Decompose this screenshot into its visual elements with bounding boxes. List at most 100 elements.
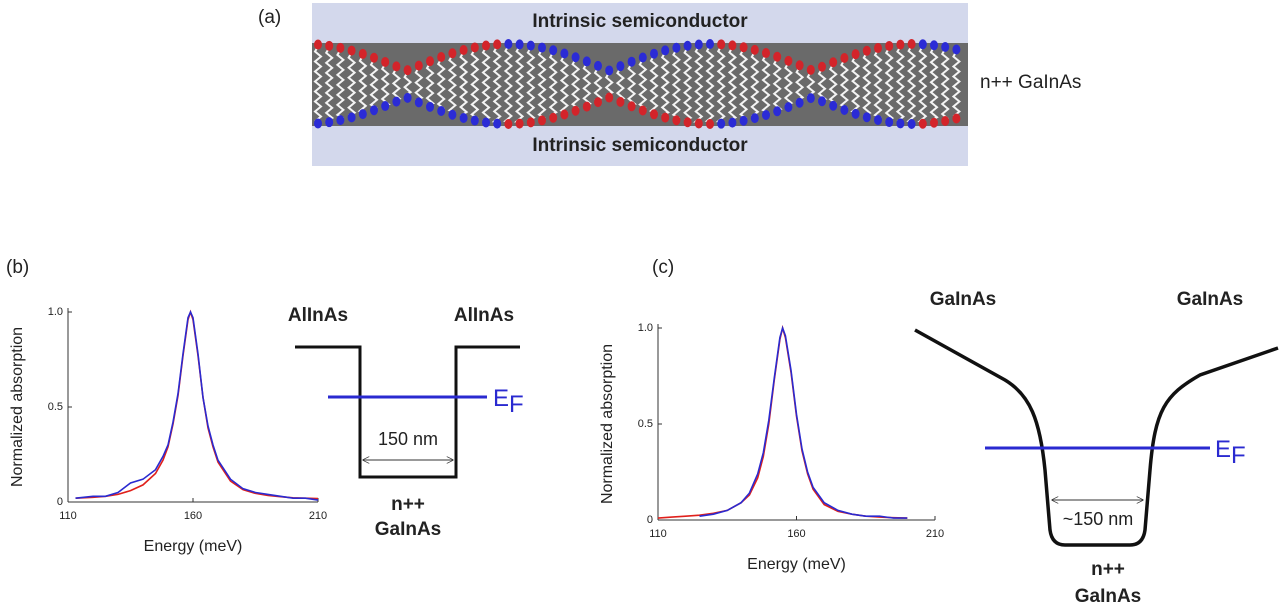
panel-label: (a) bbox=[258, 7, 281, 28]
charge bbox=[706, 118, 714, 129]
charge bbox=[773, 106, 782, 117]
charge bbox=[773, 51, 782, 62]
charge bbox=[325, 40, 334, 51]
charge bbox=[930, 40, 938, 51]
charge bbox=[728, 40, 737, 51]
charge-wave bbox=[772, 58, 783, 111]
charge bbox=[358, 109, 367, 120]
charge bbox=[392, 61, 401, 72]
charge bbox=[470, 115, 479, 126]
layer-label: Intrinsic semiconductor bbox=[532, 135, 748, 156]
charge-wave bbox=[795, 66, 805, 102]
charge bbox=[370, 52, 378, 63]
charge bbox=[829, 100, 838, 111]
charge-wave bbox=[537, 49, 547, 120]
charge-wave bbox=[693, 45, 704, 123]
charge bbox=[829, 57, 838, 68]
x-axis-label: Energy (meV) bbox=[747, 556, 846, 573]
charge bbox=[571, 105, 580, 116]
well-label: n++ bbox=[1091, 559, 1125, 580]
fermi-main: E bbox=[1215, 436, 1231, 463]
charge bbox=[840, 53, 849, 64]
charge bbox=[437, 105, 446, 116]
charge-wave bbox=[862, 52, 872, 117]
data-line bbox=[657, 324, 908, 519]
charge-wave bbox=[839, 59, 849, 109]
fermi-label: EF bbox=[493, 385, 524, 418]
charge bbox=[347, 112, 356, 123]
charge-wave bbox=[884, 47, 895, 121]
charge bbox=[414, 97, 423, 108]
charge bbox=[515, 39, 524, 50]
charge-wave bbox=[761, 54, 771, 114]
charge-wave bbox=[727, 46, 738, 122]
charge-wave bbox=[940, 48, 950, 120]
charge-wave bbox=[704, 45, 715, 123]
charge bbox=[862, 112, 871, 123]
charge bbox=[784, 102, 793, 113]
charge bbox=[459, 45, 468, 56]
charge-wave bbox=[526, 47, 536, 122]
charge bbox=[336, 42, 345, 53]
charge bbox=[896, 39, 905, 50]
charge bbox=[370, 105, 378, 116]
charge bbox=[549, 112, 558, 123]
barrier-label: AlInAs bbox=[288, 305, 348, 326]
charge bbox=[616, 96, 625, 107]
charge bbox=[482, 40, 490, 51]
charge bbox=[885, 117, 894, 128]
charge bbox=[325, 117, 334, 128]
y-tick-label: 0.5 bbox=[48, 401, 63, 413]
charge bbox=[750, 44, 759, 55]
charge-wave bbox=[615, 67, 626, 101]
charge bbox=[930, 117, 938, 128]
charge bbox=[482, 117, 490, 128]
charge bbox=[627, 101, 636, 112]
charge bbox=[806, 64, 815, 75]
charge-wave bbox=[671, 49, 681, 120]
charge-wave bbox=[503, 45, 513, 123]
charge bbox=[526, 40, 535, 51]
charge-wave bbox=[738, 48, 749, 120]
charge bbox=[907, 39, 916, 50]
charge bbox=[840, 104, 849, 115]
charge-wave bbox=[582, 62, 593, 106]
x-axis-label: Energy (meV) bbox=[144, 538, 243, 555]
charge bbox=[426, 101, 434, 112]
charge-wave bbox=[447, 54, 457, 114]
charge bbox=[750, 113, 759, 124]
charge bbox=[358, 48, 367, 59]
charge-wave bbox=[850, 55, 861, 113]
charge bbox=[896, 118, 905, 129]
charge-wave bbox=[459, 51, 469, 117]
y-tick-label: 1.0 bbox=[638, 322, 653, 334]
charge bbox=[605, 92, 614, 103]
well-label: GaInAs bbox=[375, 519, 442, 540]
band-edge bbox=[914, 328, 1279, 547]
charge bbox=[661, 112, 670, 123]
charge-wave bbox=[403, 71, 413, 97]
charge bbox=[650, 48, 658, 59]
fermi-label: EF bbox=[1215, 436, 1246, 469]
charge bbox=[426, 56, 434, 67]
charge-wave bbox=[828, 63, 838, 105]
charge bbox=[594, 60, 602, 71]
charge bbox=[918, 118, 927, 129]
charge bbox=[459, 112, 468, 123]
charge bbox=[728, 117, 737, 128]
charge bbox=[818, 61, 826, 72]
barrier-label: AlInAs bbox=[454, 305, 514, 326]
charge bbox=[582, 56, 591, 67]
y-tick-label: 1.0 bbox=[48, 306, 63, 318]
charge-wave bbox=[548, 51, 558, 117]
charge bbox=[605, 65, 614, 76]
charge-wave bbox=[347, 52, 357, 117]
charge bbox=[594, 97, 602, 108]
well-label: GaInAs bbox=[1075, 586, 1142, 607]
charge-wave bbox=[593, 67, 603, 102]
layer-label: n++ GaInAs bbox=[980, 72, 1081, 93]
charge bbox=[907, 118, 916, 129]
charge bbox=[560, 48, 569, 59]
charge bbox=[762, 48, 770, 59]
panel-label: (b) bbox=[6, 257, 29, 278]
